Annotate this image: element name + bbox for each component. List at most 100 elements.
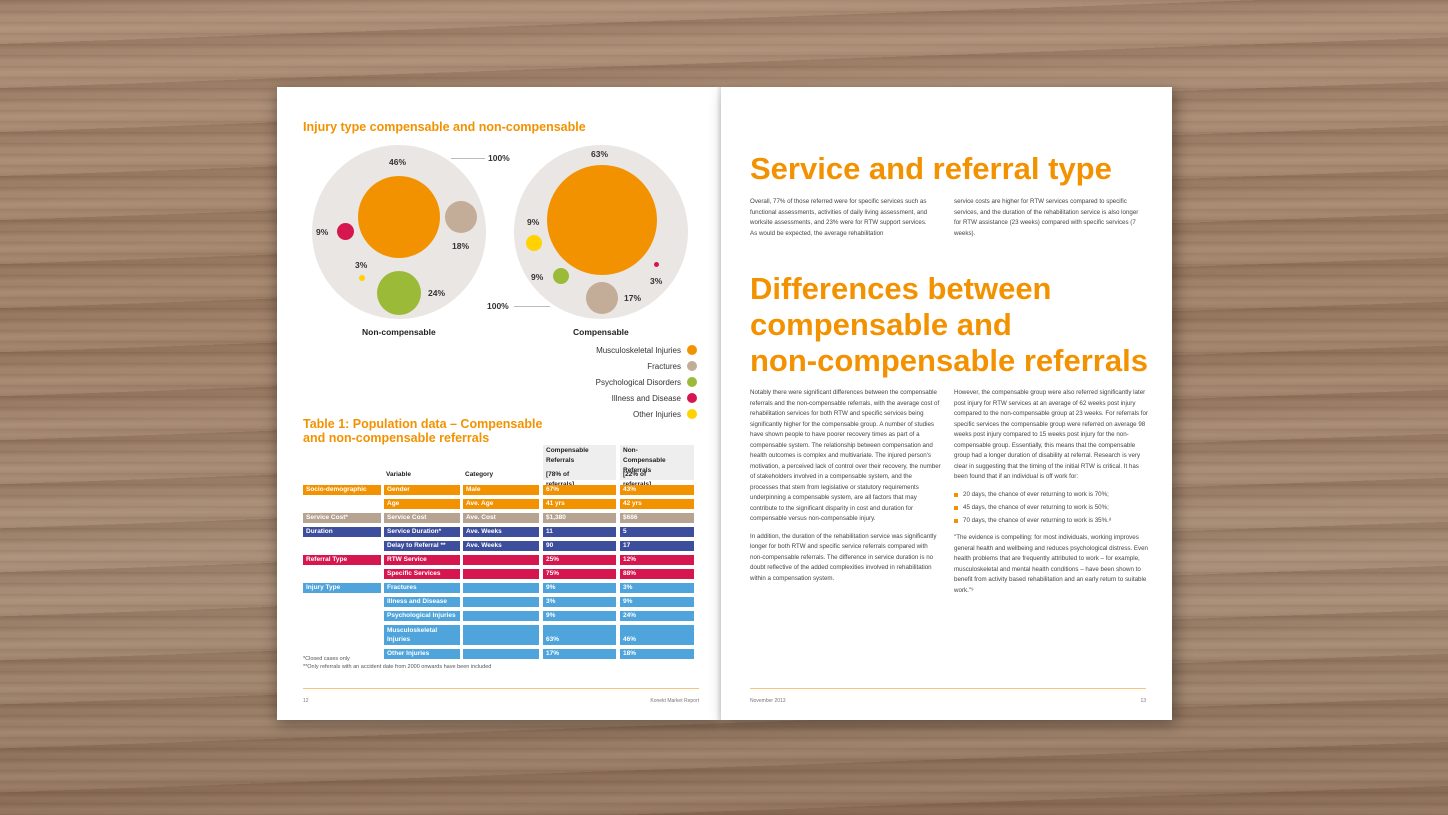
table-cell-variable: Other Injuries: [384, 649, 460, 659]
table-cell-noncomp: 24%: [620, 611, 694, 621]
bullet-square-icon: [954, 518, 958, 523]
table-cell-variable: Service Duration*: [384, 527, 460, 537]
table-cell-noncomp: 88%: [620, 569, 694, 579]
table-header-comp-box: [543, 445, 616, 480]
table-header-noncomp: Non-Compensable Referrals: [623, 447, 666, 474]
footer-rule: [750, 688, 1146, 689]
table-cell-noncomp: 18%: [620, 649, 694, 659]
bullet-item: 70 days, the chance of ever returning to…: [954, 516, 1149, 527]
body-col1: Notably there were significant differenc…: [750, 388, 941, 591]
comp-musculoskeletal-bubble: [547, 165, 657, 275]
table-cell-noncomp: 46%: [620, 625, 694, 645]
comp-musculoskeletal-label: 63%: [591, 149, 609, 159]
footer-date: November 2013: [750, 698, 786, 704]
table-cell-noncomp: 42 yrs: [620, 499, 694, 509]
right-page: Service and referral type Overall, 77% o…: [721, 87, 1172, 720]
legend-swatch: [687, 361, 697, 371]
table-cell-comp: 90: [543, 541, 616, 551]
legend-fractures: Fractures: [647, 361, 697, 371]
table-cell-category: Male: [463, 485, 539, 495]
bullet-item: 45 days, the chance of ever returning to…: [954, 503, 1149, 514]
legend-swatch: [687, 345, 697, 355]
intro-col1: Overall, 77% of those referred were for …: [750, 198, 928, 237]
table-cell-group: Service Cost*: [303, 513, 381, 523]
table-cell-comp: 67%: [543, 485, 616, 495]
table-header-noncomp-pct: [22% of referrals]: [623, 471, 651, 488]
comp-psychological-label: 9%: [531, 272, 544, 282]
table-cell-category: [463, 583, 539, 593]
body-col2-p1: However, the compensable group were also…: [954, 389, 1148, 480]
table-cell-comp: 17%: [543, 649, 616, 659]
table-cell-comp: 25%: [543, 555, 616, 565]
table-cell-variable: Service Cost: [384, 513, 460, 523]
table-header-comp-pct: [78% of referrals]: [546, 471, 574, 488]
noncomp-total-leader: [451, 158, 485, 159]
table-cell-variable: RTW Service: [384, 555, 460, 565]
noncomp-psychological-bubble: [377, 271, 421, 315]
table-cell-category: [463, 597, 539, 607]
table-cell-noncomp: 5: [620, 527, 694, 537]
noncomp-illness-label: 9%: [316, 227, 329, 237]
body-col2-p2: "The evidence is compelling: for most in…: [954, 534, 1148, 594]
table-cell-comp: $1,380: [543, 513, 616, 523]
noncomp-fractures-bubble: [445, 201, 477, 233]
noncomp-musculoskeletal-bubble: [358, 176, 440, 258]
comp-caption: Compensable: [573, 327, 629, 337]
noncomp-total-label: 100%: [488, 153, 510, 163]
table-cell-noncomp: 12%: [620, 555, 694, 565]
table-cell-noncomp: $686: [620, 513, 694, 523]
heading-differences: Differences between compensable and non-…: [750, 271, 1148, 378]
legend-musculoskeletal: Musculoskeletal Injuries: [596, 345, 697, 355]
table-cell-category: Ave. Weeks: [463, 527, 539, 537]
page-number-right: 13: [1140, 698, 1146, 704]
table-cell-category: [463, 569, 539, 579]
body-col1-p1: Notably there were significant differenc…: [750, 389, 941, 522]
left-page: Injury type compensable and non-compensa…: [277, 87, 721, 720]
legend-psychological: Psychological Disorders: [596, 377, 697, 387]
table-cell-group: Injury Type: [303, 583, 381, 593]
table-header-variable: Variable: [386, 471, 411, 478]
noncomp-musculoskeletal-label: 46%: [389, 157, 407, 167]
intro-col2: service costs are higher for RTW service…: [954, 198, 1139, 237]
table-cell-comp: 9%: [543, 583, 616, 593]
table-cell-variable: Age: [384, 499, 460, 509]
bullet-square-icon: [954, 505, 958, 510]
page-number-left: 12: [303, 698, 309, 704]
body-col1-p2: In addition, the duration of the rehabil…: [750, 532, 937, 582]
bullet-square-icon: [954, 492, 958, 497]
comp-other-label: 9%: [527, 217, 540, 227]
table-cell-noncomp: 17: [620, 541, 694, 551]
noncomp-psychological-label: 24%: [428, 288, 446, 298]
table-cell-noncomp: 9%: [620, 597, 694, 607]
comp-total-label: 100%: [487, 301, 509, 311]
noncomp-other-label: 3%: [355, 260, 368, 270]
noncomp-other-bubble: [359, 275, 365, 281]
table-cell-category: [463, 611, 539, 621]
chart-title: Injury type compensable and non-compensa…: [303, 120, 586, 134]
table-cell-variable: Psychological Injuries: [384, 611, 460, 621]
comp-other-bubble: [526, 235, 542, 251]
comp-illness-bubble: [654, 262, 659, 267]
table-header-noncomp-box: [620, 445, 694, 480]
table-cell-noncomp: 3%: [620, 583, 694, 593]
noncomp-caption: Non-compensable: [362, 327, 436, 337]
table-cell-variable: Specific Services: [384, 569, 460, 579]
table-title: Table 1: Population data – Compensable a…: [303, 417, 543, 445]
legend-swatch: [687, 377, 697, 387]
table-cell-comp: 9%: [543, 611, 616, 621]
legend-other: Other Injuries: [633, 409, 697, 419]
body-col2: However, the compensable group were also…: [954, 388, 1149, 603]
table-cell-category: [463, 625, 539, 645]
heading-service-referral: Service and referral type: [750, 151, 1112, 186]
legend-swatch: [687, 409, 697, 419]
table-cell-category: [463, 555, 539, 565]
legend-swatch: [687, 393, 697, 403]
table-cell-variable: Gender: [384, 485, 460, 495]
table-cell-variable: Illness and Disease: [384, 597, 460, 607]
comp-psychological-bubble: [553, 268, 569, 284]
table-cell-category: Ave. Weeks: [463, 541, 539, 551]
table-cell-category: Ave. Cost: [463, 513, 539, 523]
table-cell-group: Referral Type: [303, 555, 381, 565]
table-cell-comp: 11: [543, 527, 616, 537]
table-cell-variable: Musculoskeletal Injuries: [384, 625, 460, 645]
